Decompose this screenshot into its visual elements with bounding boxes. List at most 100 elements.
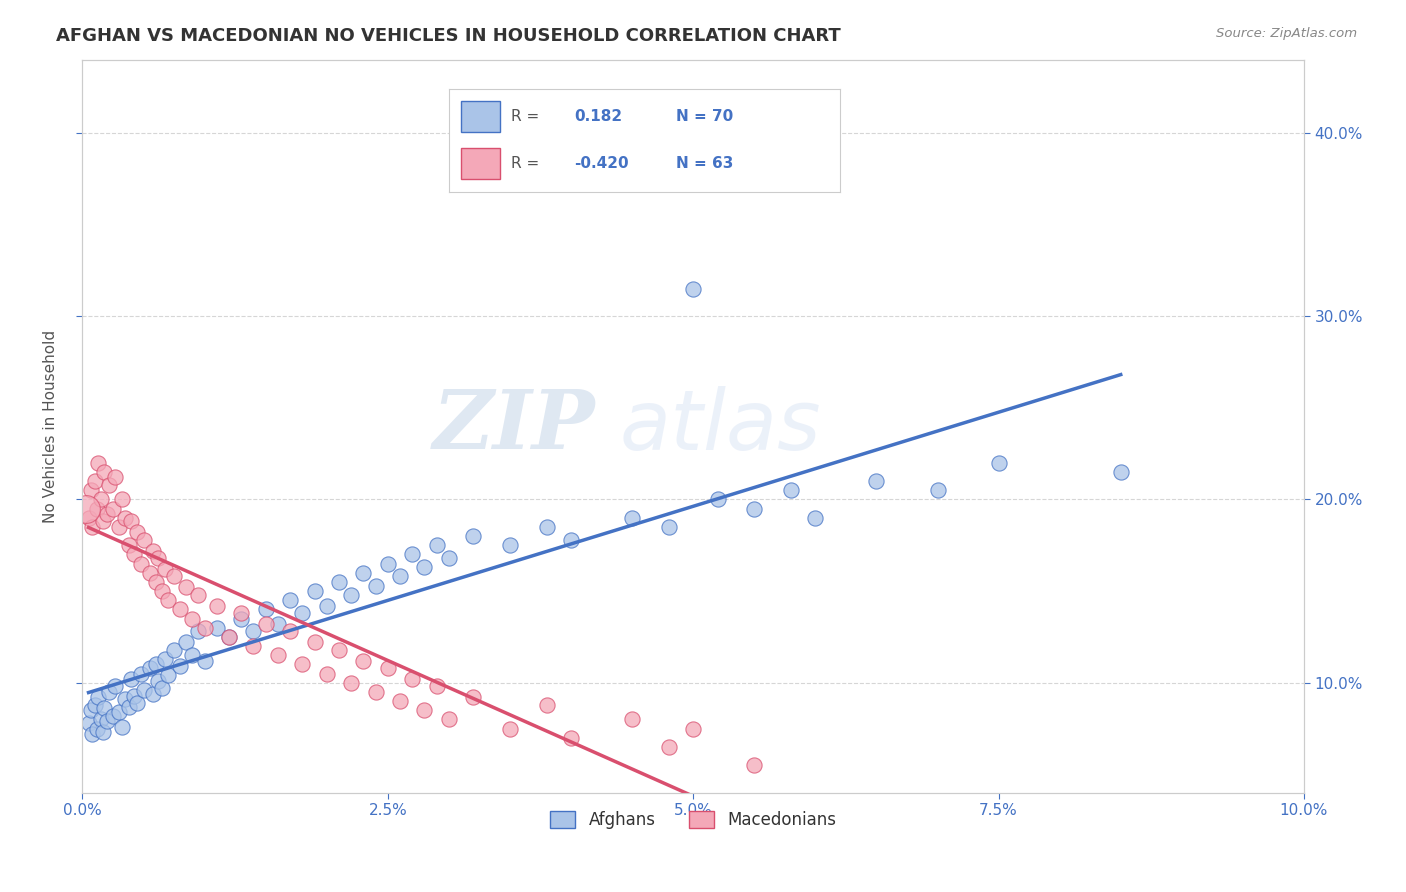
Point (194, 621, 217, 635)
Point (163, 642, 186, 657)
Point (87, 690, 110, 705)
Point (682, 722, 704, 736)
Point (93, 465, 115, 479)
Point (96, 507, 118, 521)
Point (463, 690, 485, 705)
Text: atlas: atlas (620, 385, 821, 467)
Point (174, 635, 197, 649)
Point (129, 557, 152, 571)
Point (267, 648, 290, 663)
Point (155, 652, 177, 666)
Point (142, 687, 165, 701)
Point (780, 483, 803, 498)
Point (156, 593, 179, 607)
Point (560, 731, 582, 745)
Point (437, 712, 460, 726)
Point (104, 470, 127, 484)
Point (364, 685, 387, 699)
Point (86, 501, 108, 516)
Point (218, 630, 240, 644)
Point (278, 593, 301, 607)
Point (83, 698, 105, 712)
Point (155, 562, 177, 576)
Point (706, 492, 728, 507)
Point (145, 574, 167, 589)
Point (304, 635, 326, 649)
Point (658, 520, 681, 534)
Point (181, 648, 204, 663)
Point (120, 515, 142, 529)
Point (364, 578, 387, 592)
Point (187, 588, 209, 602)
Point (377, 661, 399, 675)
Point (658, 739, 681, 754)
Point (98, 477, 121, 491)
Text: Source: ZipAtlas.com: Source: ZipAtlas.com (1216, 27, 1357, 40)
Point (122, 548, 145, 562)
Point (278, 624, 301, 639)
Point (77, 510, 100, 524)
Point (377, 557, 399, 571)
Point (150, 681, 173, 696)
Point (401, 548, 423, 562)
Point (132, 533, 155, 547)
Point (463, 529, 485, 543)
Point (315, 599, 337, 613)
Point (218, 630, 240, 644)
Point (91, 725, 114, 739)
Point (98, 685, 121, 699)
Point (127, 525, 149, 540)
Point (927, 483, 949, 498)
Point (328, 574, 350, 589)
Point (205, 599, 228, 613)
Text: ZIP: ZIP (433, 386, 596, 467)
Point (242, 624, 264, 639)
Point (254, 617, 277, 632)
Point (987, 456, 1010, 470)
Point (96, 714, 118, 728)
Point (122, 689, 145, 703)
Point (101, 708, 124, 723)
Point (145, 657, 167, 672)
Point (87, 456, 110, 470)
Point (865, 474, 887, 488)
Point (80, 483, 103, 498)
Point (291, 606, 314, 620)
Y-axis label: No Vehicles in Household: No Vehicles in Household (44, 329, 58, 523)
Point (114, 692, 136, 706)
Point (536, 520, 558, 534)
Point (110, 492, 132, 507)
Point (804, 510, 827, 524)
Point (118, 699, 141, 714)
Point (499, 722, 522, 736)
Point (93, 701, 115, 715)
Point (1109, 465, 1132, 479)
Point (340, 588, 363, 602)
Point (254, 602, 277, 616)
Point (150, 584, 173, 599)
Point (77, 716, 100, 731)
Point (340, 675, 363, 690)
Point (401, 672, 423, 686)
Point (83, 474, 105, 488)
Point (231, 606, 253, 620)
Point (142, 543, 165, 558)
Point (205, 621, 228, 635)
Point (231, 611, 253, 625)
Point (108, 520, 131, 534)
Point (80, 703, 103, 717)
Point (169, 602, 191, 616)
Point (120, 672, 142, 686)
Point (129, 666, 152, 681)
Point (194, 654, 217, 668)
Point (291, 657, 314, 672)
Point (181, 611, 204, 625)
Point (742, 758, 765, 772)
Point (169, 659, 191, 673)
Point (163, 569, 186, 583)
Point (90, 492, 112, 507)
Point (108, 705, 131, 719)
Point (499, 538, 522, 552)
Point (91, 515, 114, 529)
Point (682, 282, 704, 296)
